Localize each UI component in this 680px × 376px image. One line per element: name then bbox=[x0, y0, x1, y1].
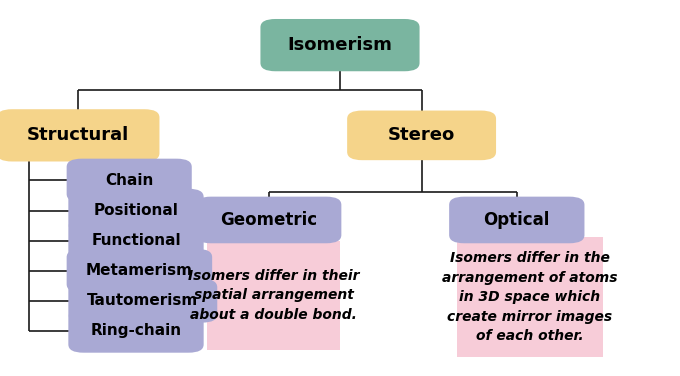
FancyBboxPatch shape bbox=[68, 189, 204, 232]
FancyBboxPatch shape bbox=[68, 309, 204, 353]
Text: Tautomerism: Tautomerism bbox=[87, 293, 199, 308]
FancyBboxPatch shape bbox=[0, 109, 159, 162]
Text: Positional: Positional bbox=[94, 203, 178, 218]
FancyBboxPatch shape bbox=[196, 197, 341, 243]
Text: Isomerism: Isomerism bbox=[288, 36, 392, 54]
FancyBboxPatch shape bbox=[457, 237, 603, 357]
FancyBboxPatch shape bbox=[260, 19, 420, 71]
FancyBboxPatch shape bbox=[67, 159, 192, 202]
Text: Functional: Functional bbox=[91, 233, 181, 248]
FancyBboxPatch shape bbox=[68, 219, 204, 262]
FancyBboxPatch shape bbox=[347, 111, 496, 160]
Text: Structural: Structural bbox=[27, 126, 129, 144]
Text: Geometric: Geometric bbox=[220, 211, 317, 229]
Text: Isomers differ in the
arrangement of atoms
in 3D space which
create mirror image: Isomers differ in the arrangement of ato… bbox=[442, 251, 618, 343]
FancyBboxPatch shape bbox=[449, 197, 584, 243]
Text: Chain: Chain bbox=[105, 173, 154, 188]
FancyBboxPatch shape bbox=[207, 241, 340, 350]
FancyBboxPatch shape bbox=[67, 249, 212, 293]
Text: Metamerism: Metamerism bbox=[86, 263, 193, 278]
Text: Ring-chain: Ring-chain bbox=[90, 323, 182, 338]
Text: Optical: Optical bbox=[483, 211, 550, 229]
Text: Stereo: Stereo bbox=[388, 126, 455, 144]
Text: Isomers differ in their
spatial arrangement
about a double bond.: Isomers differ in their spatial arrangem… bbox=[188, 269, 360, 321]
FancyBboxPatch shape bbox=[68, 279, 218, 323]
